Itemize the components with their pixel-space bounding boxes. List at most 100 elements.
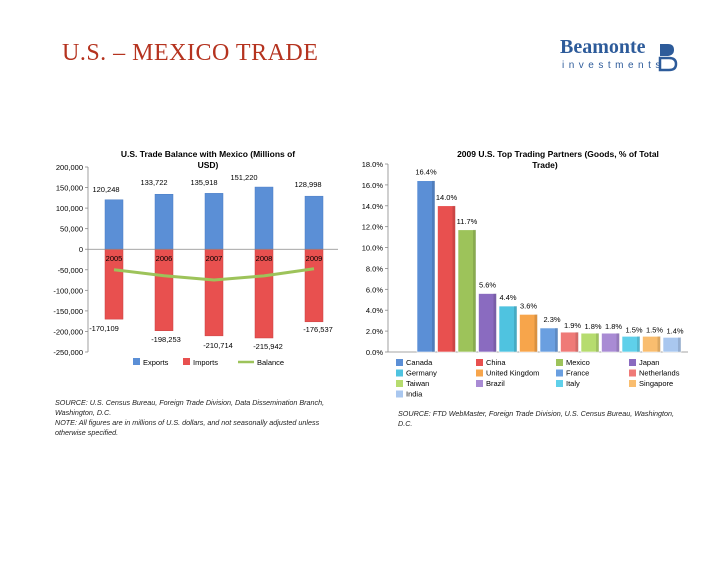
partner-bar-shade [493, 293, 497, 352]
import-data-label: -176,537 [303, 325, 333, 334]
import-data-label: -215,942 [253, 342, 283, 351]
legend-swatch [476, 380, 483, 387]
y-tick-label: 50,000 [60, 225, 83, 234]
partner-bar [416, 180, 436, 353]
legend-label: Taiwan [406, 379, 429, 388]
legend-label: France [566, 369, 589, 378]
export-bar [254, 186, 274, 250]
legend-swatch [629, 380, 636, 387]
legend-swatch [629, 369, 636, 377]
legend-label: Imports [193, 358, 218, 367]
partner-bar [539, 327, 559, 353]
category-label: 2006 [156, 254, 173, 263]
partner-bar [498, 305, 518, 353]
trade-balance-source: SOURCE: U.S. Census Bureau, Foreign Trad… [55, 398, 325, 417]
partner-bar [580, 332, 600, 353]
category-label: 2007 [206, 254, 223, 263]
legend-label: Japan [639, 358, 659, 367]
export-data-label: 120,248 [92, 185, 119, 194]
partner-bar-shade [637, 336, 640, 352]
y-tick-label: -150,000 [53, 307, 83, 316]
partner-bar [662, 337, 682, 353]
legend-label: Germany [406, 369, 437, 378]
y-tick-label: 10.0% [362, 244, 384, 253]
y-tick-label: -250,000 [53, 348, 83, 357]
y-tick-label: -100,000 [53, 286, 83, 295]
y-tick-label: -50,000 [58, 266, 83, 275]
category-label: 2008 [256, 254, 273, 263]
partner-bar-shade [473, 229, 476, 352]
partner-bar [478, 293, 497, 353]
y-tick-label: 16.0% [362, 181, 384, 190]
legend-label: United Kingdom [486, 369, 539, 378]
category-label: 2005 [106, 254, 123, 263]
partner-bar-shade [555, 327, 558, 352]
export-data-label: 135,918 [190, 178, 217, 187]
partner-bar-shade [432, 180, 435, 352]
y-tick-label: 4.0% [366, 306, 383, 315]
legend-label: Netherlands [639, 369, 680, 378]
partner-data-label: 4.4% [499, 293, 516, 302]
logo-mark-icon [658, 44, 678, 72]
legend-label: Canada [406, 358, 433, 367]
import-data-label: -210,714 [203, 341, 233, 350]
partner-data-label: 11.7% [457, 217, 478, 226]
legend-label: Brazil [486, 379, 505, 388]
logo-subtitle: investments [562, 60, 665, 71]
export-data-label: 151,220 [230, 173, 257, 182]
partners-title-line: 2009 U.S. Top Trading Partners (Goods, %… [457, 149, 659, 159]
legend-swatch [629, 359, 636, 366]
export-data-label: 128,998 [294, 180, 321, 189]
partner-data-label: 2.3% [543, 315, 560, 324]
partner-data-label: 1.9% [564, 321, 581, 330]
partner-bar [642, 336, 661, 353]
export-data-label: 133,722 [140, 178, 167, 187]
legend-swatch [396, 390, 403, 398]
y-tick-label: 6.0% [366, 285, 383, 294]
partners-source-note: SOURCE: FTD WebMaster, Foreign Trade Div… [398, 409, 688, 429]
y-tick-label: 150,000 [56, 184, 83, 193]
y-tick-label: 0 [79, 245, 83, 254]
legend-swatch [556, 359, 563, 366]
partner-bar [601, 332, 620, 353]
y-tick-label: 12.0% [362, 223, 384, 232]
partner-bar-shade [596, 333, 599, 352]
legend-swatch [396, 369, 403, 377]
trade-balance-source-note: SOURCE: U.S. Census Bureau, Foreign Trad… [55, 398, 345, 438]
y-tick-label: -200,000 [53, 327, 83, 336]
trade-balance-title-line: U.S. Trade Balance with Mexico (Millions… [121, 149, 295, 159]
legend-swatch [476, 359, 483, 366]
company-logo: Beamonte investments [554, 36, 684, 76]
legend-swatch [396, 380, 403, 387]
partner-bar [437, 205, 456, 353]
partner-data-label: 14.0% [436, 193, 458, 202]
partner-bar-shade [452, 205, 456, 352]
y-tick-label: 100,000 [56, 204, 83, 213]
y-tick-label: 200,000 [56, 163, 83, 172]
partners-title-line: Trade) [532, 160, 558, 170]
partner-data-label: 5.6% [479, 281, 496, 290]
partner-data-label: 16.4% [415, 168, 437, 177]
y-tick-label: 0.0% [366, 348, 383, 357]
legend-label: Italy [566, 379, 580, 388]
legend-swatch [556, 369, 563, 377]
y-tick-label: 2.0% [366, 327, 383, 336]
partner-bar [621, 336, 641, 353]
legend-label: Singapore [639, 379, 673, 388]
partner-bar [560, 331, 579, 353]
partner-data-label: 1.8% [584, 322, 601, 331]
trade-balance-note: NOTE: All figures are in millions of U.S… [55, 418, 320, 437]
export-bar [204, 193, 224, 250]
legend-label: Exports [143, 358, 169, 367]
partner-data-label: 1.4% [666, 326, 683, 335]
legend-label: China [486, 358, 506, 367]
legend-label: Balance [257, 358, 284, 367]
trade-balance-title-line: USD) [198, 160, 219, 170]
export-bar [304, 195, 324, 250]
legend-swatch [396, 359, 403, 366]
export-bar [104, 199, 124, 250]
partner-bar-shade [616, 333, 620, 352]
export-bar [154, 193, 174, 250]
legend-label: Mexico [566, 358, 590, 367]
